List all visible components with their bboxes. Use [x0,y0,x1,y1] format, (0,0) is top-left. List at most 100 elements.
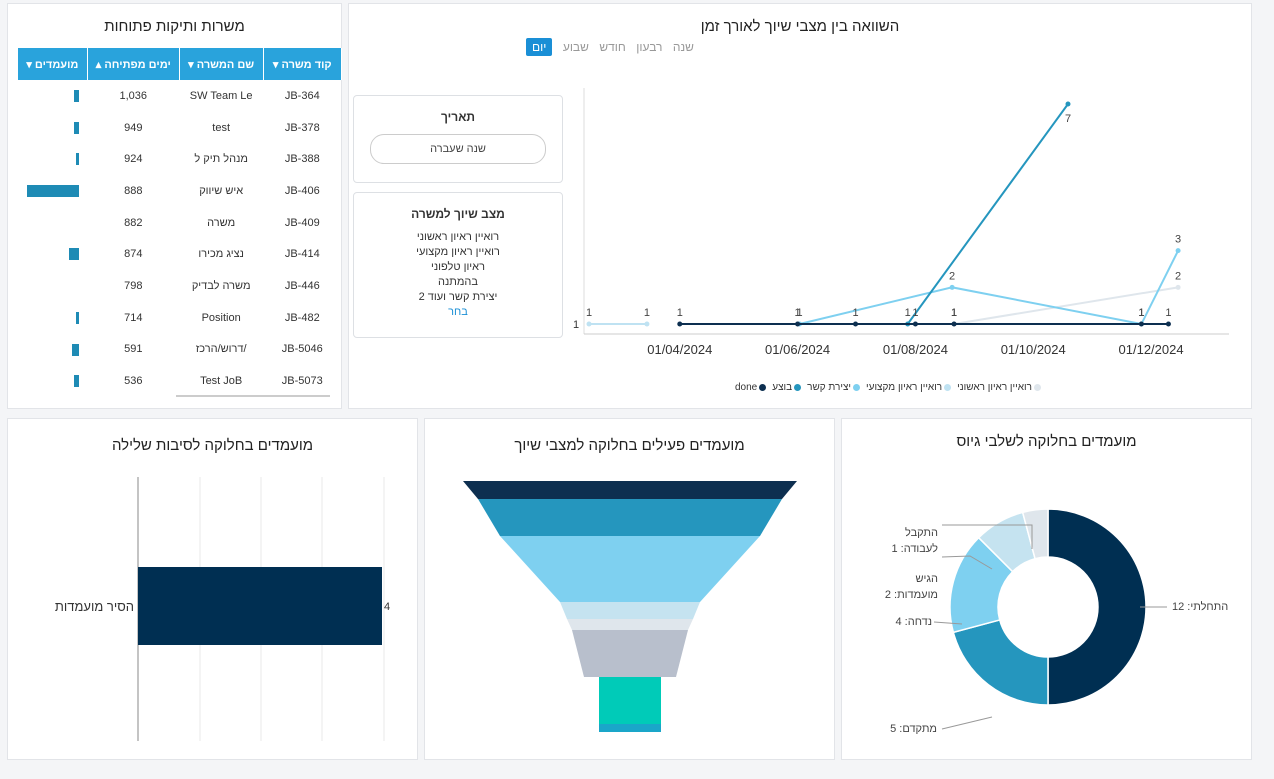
tab-day[interactable]: יום [526,38,553,56]
data-point[interactable] [1175,284,1181,290]
job-name-cell: משרה לבדיק [191,279,251,292]
data-label: 1 [796,307,802,319]
table-row[interactable]: 949 test JB-378 [18,112,342,144]
data-point[interactable] [951,321,957,327]
leader-line [941,555,993,570]
funnel-segment[interactable] [572,630,688,677]
recruit-stages-donut: התחלתי: 12 מתקדם: 5 נדחה: 4 הגיש מועמדות: 2 ה… [885,508,1228,735]
funnel-segment[interactable] [599,724,661,732]
data-label: 2 [1175,270,1181,282]
series-line [906,103,1069,325]
data-point[interactable] [949,284,955,290]
candidates-bar [68,248,80,261]
data-point[interactable] [1175,248,1181,254]
job-code-cell: JB-414 [284,248,320,261]
legend-item[interactable]: יצירת קשר [807,382,861,393]
job-code-cell: JB-364 [284,89,320,102]
legend-dot [853,383,861,391]
data-point[interactable] [795,321,801,327]
funnel-segment[interactable] [463,481,797,499]
slice-label: התחלתי: 12 [1172,600,1228,613]
col-job-name[interactable]: ▾ שם המשרה [179,48,264,80]
donut-slice[interactable] [1047,508,1147,706]
legend-item[interactable]: done [735,382,767,393]
funnel-segment[interactable] [500,536,760,602]
bar-value-label: 4 [384,601,390,613]
status-item: רואיין ראיון ראשוני [416,231,500,243]
data-label: 1 [905,307,911,319]
job-name-cell: test [212,121,231,134]
leader-line [941,716,993,730]
leader-line [933,621,963,625]
slice-label: נדחה: 4 [896,616,933,628]
old-jobs-title: משרות ותיקות פתוחות [104,18,245,35]
tab-month[interactable]: חודש [599,40,626,54]
donut-slice[interactable] [1021,508,1049,560]
candidates-cell [18,80,87,112]
funnel-segment[interactable] [560,602,700,619]
table-row[interactable]: 536 Test JoB JB-5073 [18,365,342,397]
data-point[interactable] [1138,321,1144,327]
data-point[interactable] [586,321,592,327]
job-name-cell: איש שיווק [199,184,244,197]
legend-item[interactable]: רואיין ראיון ראשוני [957,382,1041,393]
funnel-segment[interactable] [478,499,782,536]
data-point[interactable] [677,321,683,327]
funnel-segment[interactable] [567,619,693,630]
old-jobs-panel: משרות ותיקות פתוחות ▾ מועמדים ▴ ימים מפת… [7,3,343,409]
x-tick-label: 01/10/2024 [1001,342,1066,357]
choose-status-link[interactable]: בחר [448,306,468,318]
x-tick-label: 01/04/2024 [647,342,712,357]
legend-label: בוצע [772,382,793,393]
table-row[interactable]: 874 נציג מכירו JB-414 [18,238,342,270]
legend-dot [1033,383,1041,391]
table-row[interactable]: 798 משרה לבדיק JB-446 [18,270,342,302]
status-filter-title: מצב שיוך למשרה [411,207,505,221]
data-point[interactable] [853,321,859,327]
legend-dot [759,383,767,391]
donut-panel: מועמדים בחלוקה לשלבי גיוס התחלתי: 12 מתקד… [841,418,1252,760]
table-row[interactable]: 924 מנהל תיק ל JB-388 [18,143,342,175]
days-open-cell: 924 [124,153,143,166]
donut-slice[interactable] [952,619,1049,706]
table-scroll-indicator[interactable] [176,395,330,397]
data-point[interactable] [644,321,650,327]
col-job-code[interactable]: ▾ קוד משרה [263,48,343,80]
table-row[interactable]: 888 איש שיווק JB-406 [18,175,342,207]
data-label: 1 [1165,307,1171,319]
data-point[interactable] [1165,321,1171,327]
tab-quarter[interactable]: רבעון [636,40,663,54]
job-name-cell: Position [201,311,241,324]
candidates-bar [74,121,80,134]
tab-year[interactable]: שנה [672,40,694,54]
col-candidates[interactable]: ▾ מועמדים [18,48,88,80]
table-row[interactable]: 1,036 SW Team Le JB-364 [18,80,342,112]
bar[interactable] [138,567,382,645]
date-filter-select[interactable]: שנה שעברה [370,134,546,164]
legend-item[interactable]: בוצע [772,382,802,393]
data-label: 1 [644,307,650,319]
days-open-cell: 949 [124,121,143,134]
table-row[interactable]: 714 Position JB-482 [18,302,342,334]
table-row[interactable]: 882 משרה JB-409 [18,207,342,239]
funnel-segment[interactable] [599,677,661,724]
data-label: 1 [795,307,801,319]
timeline-line-chart: 1 01/04/2024 01/06/2024 01/08/2024 01/10/202… [573,88,1229,357]
legend-label: done [735,382,758,393]
data-label: 1 [1138,307,1144,319]
funnel-panel: מועמדים פעילים בחלוקה למצבי שיוך [424,418,835,760]
data-point[interactable] [1065,101,1071,107]
legend-dot [794,383,802,391]
job-code-cell: JB-446 [284,279,320,292]
tab-week[interactable]: שבוע [562,40,589,54]
candidates-cell [18,175,87,207]
col-days-open[interactable]: ▴ ימים מפתיחה [87,48,180,80]
slice-label: הגיש מועמדות: 2 [885,573,938,601]
status-filter-card: מצב שיוך למשרה רואיין ראיון ראשוני רואיי… [353,192,563,338]
rejection-panel: מועמדים בחלוקה לסיבות שלילה 4 הסיר מועמדו… [7,418,418,760]
data-point[interactable] [912,321,918,327]
legend-item[interactable]: רואיין ראיון מקצועי [866,382,952,393]
candidates-bar [74,90,80,102]
old-jobs-table: ▾ מועמדים ▴ ימים מפתיחה ▾ שם המשרה ▾ קוד… [18,48,343,397]
table-row[interactable]: 591 דרוש/הרכז/JB-5046 [18,334,342,366]
